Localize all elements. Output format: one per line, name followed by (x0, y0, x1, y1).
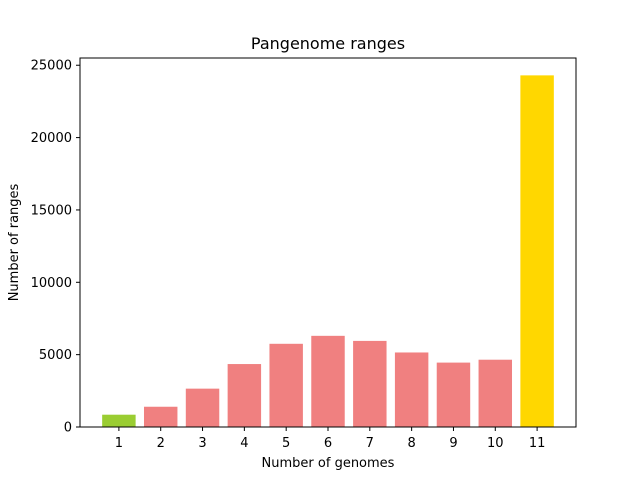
bar-6 (311, 335, 345, 427)
x-ticks-group: 1 2 3 4 5 6 7 8 9 10 11 (115, 427, 546, 451)
x-tick-label: 10 (487, 436, 504, 451)
bar-8 (394, 352, 429, 427)
x-tick-label: 1 (115, 436, 123, 451)
bar-11 (520, 75, 554, 427)
x-axis-label: Number of genomes (262, 456, 395, 471)
x-tick-label: 8 (408, 436, 416, 451)
y-tick-label: 15000 (31, 203, 72, 218)
bar-4 (227, 364, 262, 427)
y-tick-label: 25000 (31, 59, 72, 74)
bar-1 (102, 414, 136, 427)
x-tick-label: 2 (157, 436, 165, 451)
x-tick-label: 11 (529, 436, 546, 451)
bar-10 (478, 359, 513, 427)
bar-7 (353, 340, 387, 427)
bars-group (102, 75, 554, 427)
x-tick-label: 6 (324, 436, 332, 451)
bar-2 (143, 406, 178, 427)
chart-title: Pangenome ranges (251, 34, 405, 53)
x-tick-label: 5 (282, 436, 290, 451)
x-tick-label: 9 (449, 436, 457, 451)
bar-9 (436, 362, 471, 427)
x-tick-label: 3 (198, 436, 206, 451)
plot-frame (79, 57, 577, 428)
y-ticks-group: 0 5000 10000 15000 20000 25000 (31, 59, 80, 436)
y-tick-label: 0 (64, 421, 72, 436)
y-tick-label: 5000 (39, 348, 72, 363)
bar-5 (269, 343, 303, 427)
y-tick-label: 10000 (31, 276, 72, 291)
x-tick-label: 7 (366, 436, 374, 451)
x-tick-label: 4 (240, 436, 248, 451)
y-axis-label: Number of ranges (7, 183, 22, 301)
y-tick-label: 20000 (31, 131, 72, 146)
bar-3 (185, 388, 220, 427)
